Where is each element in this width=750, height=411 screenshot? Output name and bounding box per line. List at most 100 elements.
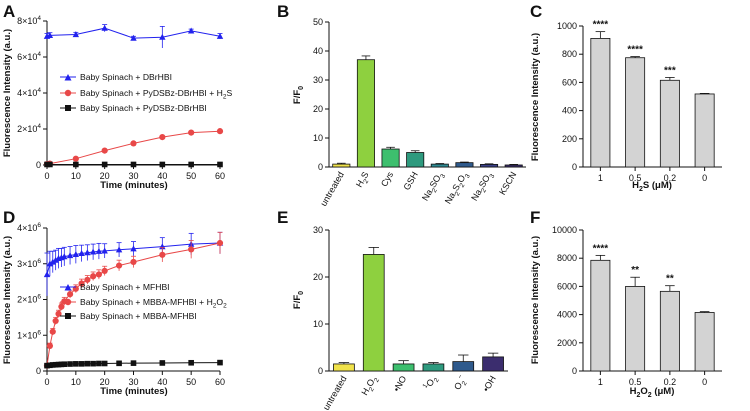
bar [332, 163, 351, 168]
legend-entry-d-3: Baby Spinach + MBBA-MFHBI [60, 311, 197, 321]
bar [406, 152, 425, 168]
x-axis-label: H2O2 (μM) [630, 386, 675, 399]
x-tick-label: 50 [186, 377, 196, 387]
data-point [72, 155, 79, 162]
data-point [55, 310, 62, 317]
bar [362, 254, 385, 372]
data-point [216, 239, 224, 247]
y-tick-label: 600 [562, 77, 577, 87]
panel-label-d: D [3, 208, 15, 227]
data-point [96, 360, 102, 367]
square-marker-icon [65, 313, 71, 319]
legend-label: Baby Spinach + MBBA-MFHBI + H2O2 [80, 297, 227, 310]
data-point [58, 361, 65, 368]
legend-label: Baby Spinach + MBBA-MFHBI [80, 311, 197, 321]
category-label: Cys [379, 170, 396, 189]
y-axis-label: Fluorescence Intensity (a.u.) [530, 33, 541, 161]
y-tick-label: 6000 [557, 281, 577, 291]
x-tick-label: 30 [128, 377, 138, 387]
x-tick-label: 60 [215, 377, 225, 387]
x-tick-label: 0.2 [664, 377, 677, 387]
data-point [44, 161, 50, 168]
category-label: Na2S2O3 [443, 170, 472, 208]
y-axis-label: Fluorescence Intensity (a.u.) [2, 236, 13, 364]
data-point [58, 303, 65, 310]
x-tick-label: 1 [598, 377, 603, 387]
x-tick-label: 10 [71, 377, 81, 387]
square-marker-icon [65, 105, 71, 111]
y-tick-label: 0 [36, 160, 41, 170]
bar [504, 164, 523, 168]
y-tick-label: 0 [572, 366, 577, 376]
panel-e: E 0 10 20 30 untreated H2O2 •NO 1O2 O2− •OH F/F0 [277, 208, 508, 411]
significance-label: **** [593, 20, 609, 31]
data-point [101, 24, 108, 31]
y-axis-label: Fluorescence Intensity (a.u.) [530, 236, 541, 364]
series-line-2 [46, 130, 221, 165]
x-axis-label: H2S (μM) [632, 180, 672, 193]
bar [590, 38, 611, 168]
category-label: GSH [402, 170, 420, 192]
legend-entry-a-1: Baby Spinach + DBrHBI [60, 72, 172, 82]
bar [482, 356, 504, 372]
legend-label: Baby Spinach + MFHBI [80, 282, 170, 292]
bar [694, 312, 715, 372]
bar [455, 162, 474, 168]
panel-label-f: F [530, 208, 540, 227]
x-tick-label: 10 [71, 171, 81, 181]
bar [694, 93, 715, 168]
y-tick-label: 2×106 [17, 294, 41, 305]
significance-label: **** [593, 243, 609, 254]
y-tick-label: 4×104 [17, 87, 41, 98]
data-point [217, 359, 223, 366]
data-point [73, 161, 79, 168]
data-point [46, 260, 54, 267]
x-tick-label: 40 [157, 377, 167, 387]
y-tick-label: 1×106 [17, 329, 41, 340]
data-point [159, 134, 166, 141]
y-tick-label: 4000 [557, 310, 577, 320]
y-axis-label: F/F0 [292, 291, 305, 309]
category-label: O2− [451, 373, 470, 393]
y-tick-label: 3×106 [17, 258, 41, 269]
significance-label: **** [627, 45, 643, 56]
data-point [130, 258, 137, 266]
data-point [188, 359, 194, 366]
data-point [159, 251, 166, 258]
data-point [159, 161, 166, 168]
category-label: Na2SO3 [420, 170, 447, 204]
data-point [52, 361, 59, 368]
data-point [130, 140, 137, 147]
data-point [73, 361, 79, 367]
x-tick-label: 0 [702, 173, 707, 183]
legend-entry-d-2: Baby Spinach + MBBA-MFHBI + H2O2 [60, 297, 227, 310]
data-point [188, 246, 195, 253]
bar [452, 361, 475, 372]
y-tick-label: 10 [313, 133, 323, 143]
x-tick-label: 0 [44, 377, 49, 387]
x-tick-label: 30 [128, 171, 138, 181]
y-tick-label: 0 [318, 366, 323, 376]
data-point [217, 161, 223, 168]
panel-label-e: E [277, 208, 288, 227]
category-label: H2S [354, 170, 373, 190]
bar [625, 285, 646, 372]
triangle-marker-icon [64, 74, 72, 81]
panel-label-c: C [530, 2, 542, 21]
x-tick-label: 20 [100, 171, 110, 181]
data-point [84, 360, 91, 367]
data-point [216, 128, 224, 135]
data-point [72, 251, 80, 258]
category-label: 1O2 [421, 373, 440, 393]
data-point [95, 271, 102, 278]
significance-label: *** [664, 65, 676, 76]
data-point [115, 262, 123, 269]
data-point [43, 271, 51, 278]
data-point [78, 280, 85, 287]
y-tick-label: 20 [313, 272, 323, 282]
y-tick-label: 8×104 [17, 15, 41, 26]
bar [625, 57, 646, 168]
legend-entry-a-3: Baby Spinach + PyDSBz-DBrHBI [60, 103, 207, 113]
